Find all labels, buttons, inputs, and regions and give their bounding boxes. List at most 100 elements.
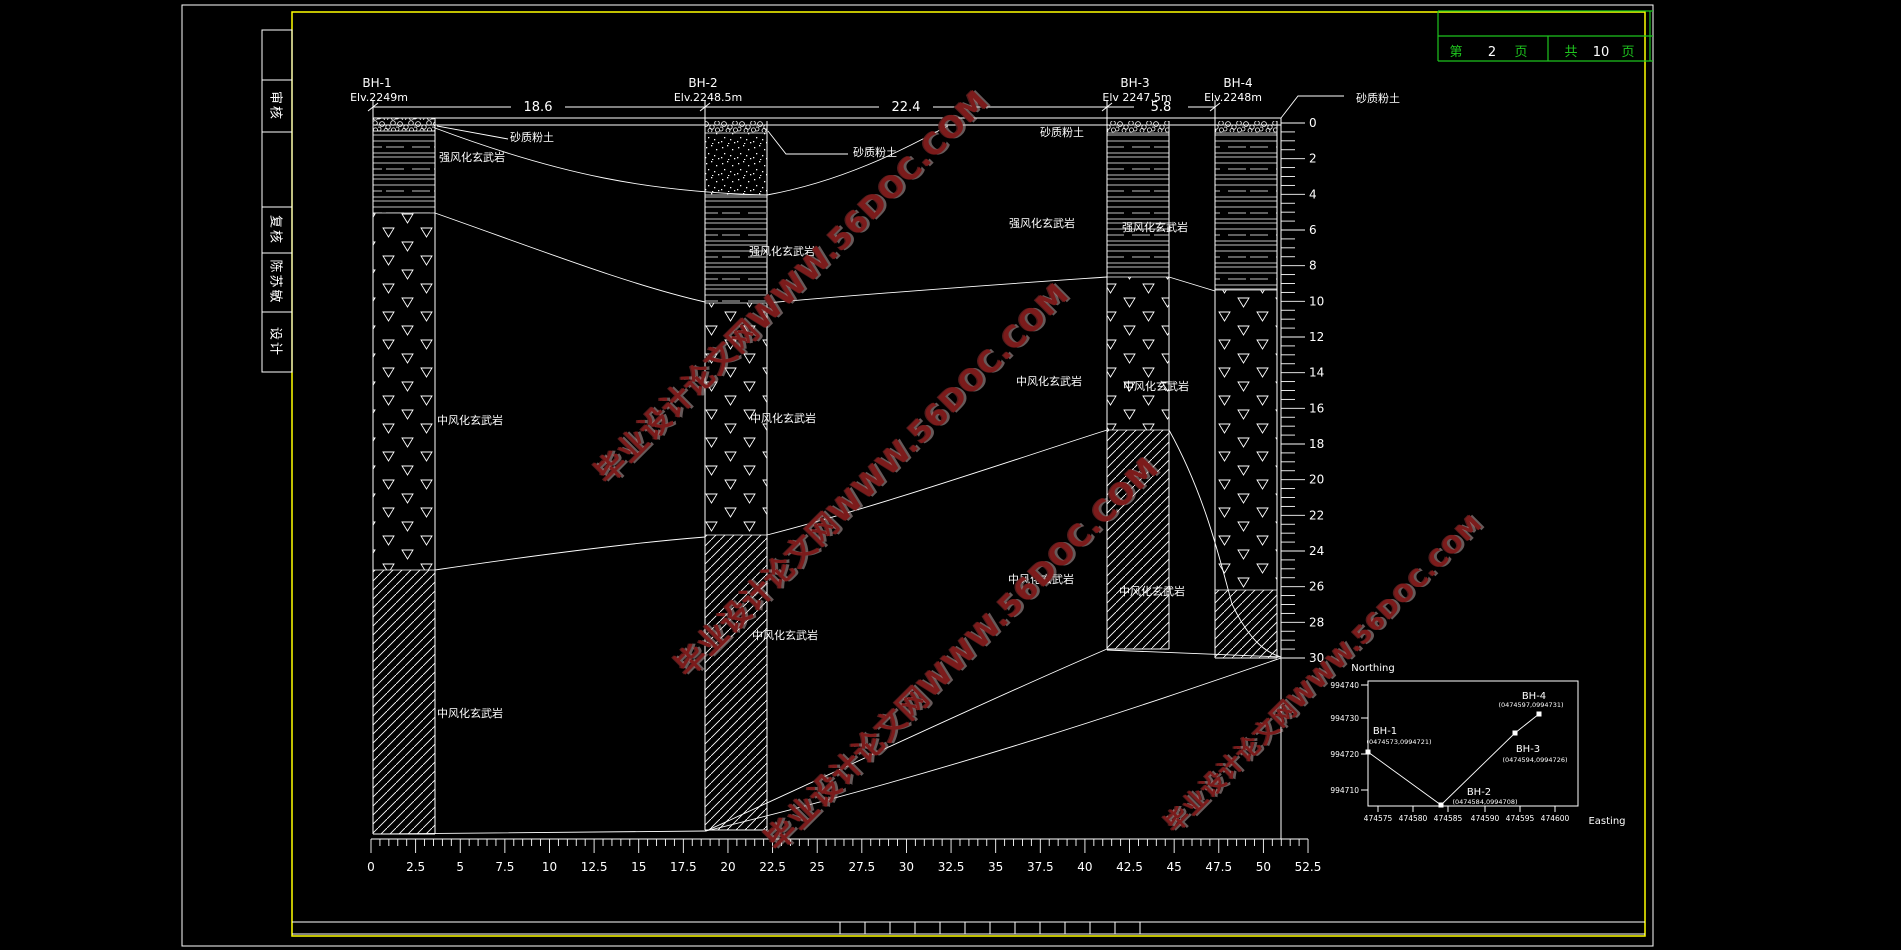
dimension-tick [1101, 102, 1113, 112]
bottom-scale-label: 20 [720, 860, 735, 874]
borehole-elevation: Elv.2249m [350, 91, 408, 104]
total-pages-number: 10 [1593, 45, 1610, 60]
stratum-boundary-line [1106, 649, 1282, 658]
bottom-scale-label: 22.5 [759, 860, 786, 874]
sidebar-item-shenhe: 审核 [267, 90, 283, 122]
bottom-scale-label: 27.5 [848, 860, 875, 874]
bottom-scale-label: 50 [1256, 860, 1271, 874]
map-y-tick-label: 994730 [1330, 714, 1359, 723]
bh2-layer-hatch [705, 535, 767, 830]
page-label-prefix: 第 [1449, 45, 1462, 60]
dimension-tick [1209, 102, 1221, 112]
map-point-label: BH-3 [1516, 744, 1540, 755]
bh4-layer-hlines [1215, 133, 1277, 290]
map-point-label: BH-2 [1467, 787, 1491, 798]
map-borehole-path [1367, 713, 1540, 806]
stratum-label: 中风化玄武岩 [437, 706, 503, 720]
map-point-coords: (0474594,0994726) [1502, 756, 1567, 764]
sidebar-item-sheji: 设计 [267, 326, 283, 358]
map-point-bh-2 [1438, 802, 1444, 808]
bottom-scale-label: 5 [456, 860, 464, 874]
inner-yellow-frame [291, 11, 1646, 937]
stratum-boundary-line [766, 276, 1108, 304]
dimension-label: 5.8 [1151, 100, 1172, 115]
borehole-id: BH-4 [1223, 76, 1252, 90]
borehole-elevation: Elv.2248.5m [674, 91, 742, 104]
stratum-label: 砂质粉土 [1040, 126, 1084, 139]
depth-ruler-label: 28 [1309, 615, 1324, 629]
depth-ruler-label: 30 [1309, 651, 1324, 665]
bottom-scale-label: 17.5 [670, 860, 697, 874]
page-label-suffix: 页 [1514, 45, 1527, 60]
borehole-id: BH-3 [1120, 76, 1149, 90]
bh3-layer-gravel [1107, 121, 1169, 133]
map-point-bh-1 [1365, 749, 1371, 755]
depth-ruler-label: 24 [1309, 544, 1324, 558]
map-y-tick-label: 994740 [1330, 681, 1359, 690]
depth-ruler-label: 16 [1309, 401, 1324, 415]
stratum-boundary-line [1168, 276, 1216, 292]
bottom-scale-label: 15 [631, 860, 646, 874]
map-point-bh-4 [1536, 711, 1542, 717]
depth-ruler-label: 12 [1309, 330, 1324, 344]
map-point-label: BH-4 [1522, 691, 1546, 702]
label-leader-line [767, 130, 848, 155]
stratum-label: 中风化玄武岩 [752, 628, 818, 642]
stratum-label: 强风化玄武岩 [439, 150, 505, 164]
map-point-coords: (0474573,0994721) [1366, 738, 1431, 746]
stratum-boundary-line [1168, 429, 1282, 658]
stratum-label: 砂质粉土 [853, 146, 897, 159]
stratum-boundary-line [434, 125, 949, 196]
bottom-scale-label: 12.5 [581, 860, 608, 874]
bh1-layer-hlines [373, 131, 435, 213]
map-y-tick-label: 994710 [1330, 786, 1359, 795]
stratum-label: 中风化玄武岩 [1016, 374, 1082, 388]
bh3-layer-hlines [1107, 133, 1169, 277]
bottom-scale-label: 32.5 [938, 860, 965, 874]
depth-ruler-label: 22 [1309, 508, 1324, 522]
stratum-label: 中风化玄武岩 [1123, 379, 1189, 393]
stratum-label: 中风化玄武岩 [1008, 572, 1074, 586]
sidebar-item-fuhe: 复核 [267, 214, 283, 246]
stratum-boundary-line [434, 536, 706, 571]
depth-ruler-label: 14 [1309, 366, 1324, 380]
bottom-scale-label: 47.5 [1205, 860, 1232, 874]
depth-ruler-label: 20 [1309, 473, 1324, 487]
map-point-coords: (0474597,0994731) [1498, 701, 1563, 709]
total-label-suffix: 页 [1621, 45, 1634, 60]
bh3-layer-hatch [1107, 430, 1169, 649]
bottom-scale-label: 25 [810, 860, 825, 874]
bottom-scale-label: 35 [988, 860, 1003, 874]
stratum-label: 砂质粉土 [510, 131, 554, 144]
map-x-tick-label: 474585 [1434, 814, 1463, 823]
dimension-tick [367, 102, 379, 112]
bottom-scale-label: 10 [542, 860, 557, 874]
bottom-scale-label: 7.5 [495, 860, 514, 874]
depth-ruler-label: 26 [1309, 580, 1324, 594]
dimension-label: 18.6 [524, 100, 553, 115]
stratum-label: 中风化玄武岩 [437, 413, 503, 427]
borehole-elevation: Elv 2247.5m [1102, 91, 1171, 104]
stratum-label: 中风化玄武岩 [1119, 584, 1185, 598]
stratum-label: 强风化玄武岩 [1009, 216, 1075, 230]
bh3-layer-triangles [1107, 277, 1169, 430]
stratum-boundary-line [705, 648, 1108, 832]
bottom-scale-label: 42.5 [1116, 860, 1143, 874]
inset-map-easting-label: Easting [1588, 816, 1625, 827]
map-point-label: BH-1 [1373, 726, 1397, 737]
dimension-tick [699, 102, 711, 112]
bh2-layer-triangles [705, 303, 767, 535]
map-x-tick-label: 474580 [1399, 814, 1428, 823]
borehole-id: BH-2 [688, 76, 717, 90]
bottom-scale-label: 40 [1077, 860, 1092, 874]
depth-ruler-label: 18 [1309, 437, 1324, 451]
stratum-label: 中风化玄武岩 [750, 411, 816, 425]
total-label-prefix: 共 [1564, 45, 1577, 60]
label-leader-line [436, 125, 509, 140]
bh4-layer-triangles [1215, 290, 1277, 590]
bh2-layer-gravel [705, 121, 767, 133]
borehole-id: BH-1 [362, 76, 391, 90]
bottom-scale-label: 0 [367, 860, 375, 874]
inset-map-box [1367, 680, 1579, 807]
